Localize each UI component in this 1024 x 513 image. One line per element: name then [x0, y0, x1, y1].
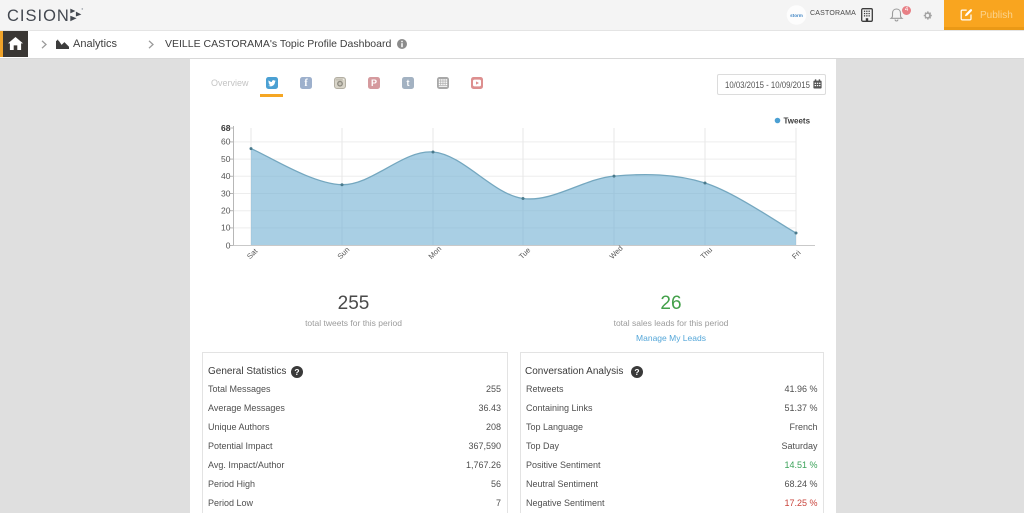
svg-text:Fri: Fri	[790, 248, 803, 261]
svg-text:Wed: Wed	[608, 244, 625, 261]
svg-text:storm: storm	[790, 13, 803, 18]
svg-text:Sun: Sun	[336, 245, 352, 261]
svg-text:Tweets: Tweets	[784, 117, 811, 126]
svg-text:Sat: Sat	[245, 246, 260, 261]
svg-text:Tue: Tue	[517, 246, 532, 261]
svg-text:0: 0	[226, 240, 231, 250]
svg-text:68: 68	[221, 123, 231, 133]
svg-text:Thu: Thu	[699, 245, 715, 261]
svg-text:20: 20	[221, 206, 231, 216]
svg-text:30: 30	[221, 188, 231, 198]
svg-text:60: 60	[221, 137, 231, 147]
svg-text:10: 10	[221, 223, 231, 233]
svg-text:?: ?	[634, 367, 639, 377]
svg-text:Mon: Mon	[427, 244, 444, 261]
svg-text:50: 50	[221, 154, 231, 164]
svg-text:?: ?	[294, 367, 299, 377]
svg-text:40: 40	[221, 171, 231, 181]
